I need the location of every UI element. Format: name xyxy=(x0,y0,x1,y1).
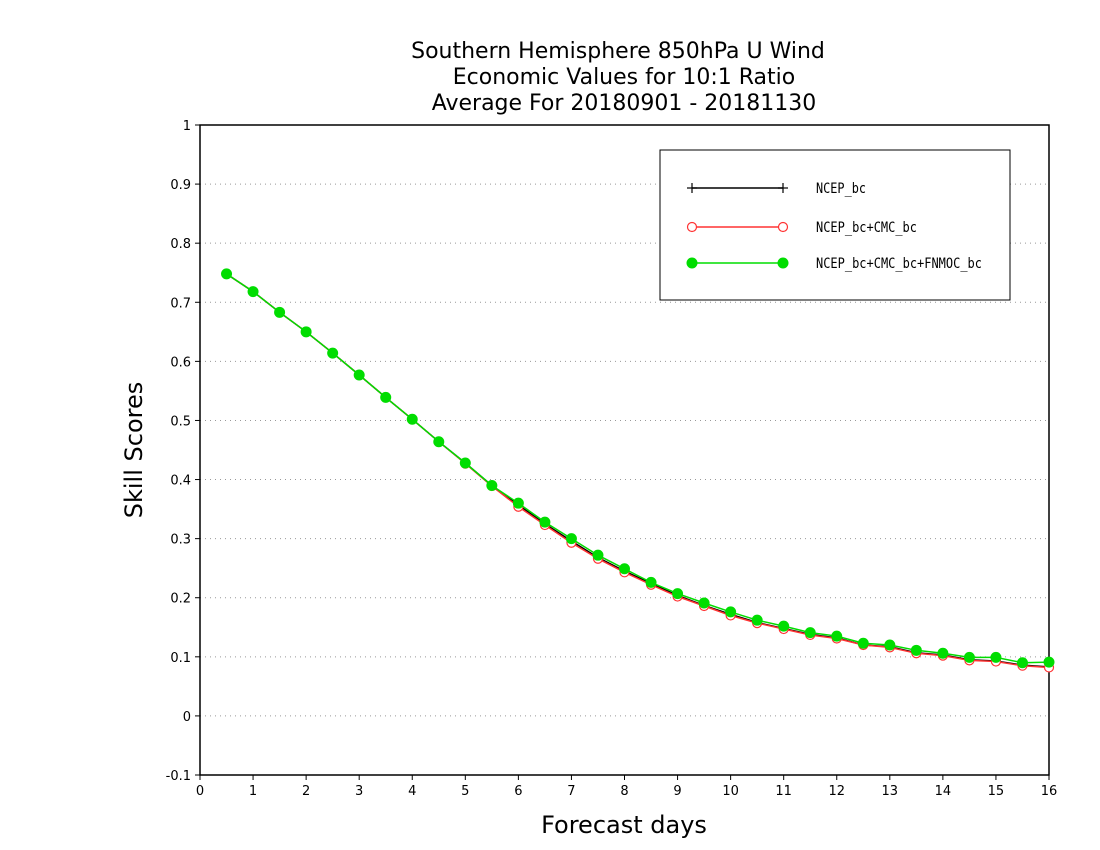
data-point xyxy=(937,647,949,659)
data-point xyxy=(512,497,524,509)
legend-entry-3: NCEP_bc+CMC_bc+FNMOC_bc xyxy=(686,256,982,272)
data-point xyxy=(857,637,869,649)
title-line-3: Average For 20180901 - 20181130 xyxy=(432,91,817,116)
y-tick-label: 0.7 xyxy=(170,296,191,311)
y-tick-label: 0.3 xyxy=(170,533,191,548)
data-point xyxy=(380,391,392,403)
title-line-1: Southern Hemisphere 850hPa U Wind xyxy=(411,39,825,64)
series-1 xyxy=(221,268,1054,672)
y-tick-label: 0.5 xyxy=(170,414,191,429)
y-tick-label: 1 xyxy=(183,119,191,134)
x-tick-label: 16 xyxy=(1041,784,1058,799)
data-point xyxy=(1016,657,1028,669)
legend-box xyxy=(659,149,1011,301)
data-point xyxy=(353,369,365,381)
y-axis-title: Skill Scores xyxy=(120,382,148,519)
data-point xyxy=(963,651,975,663)
y-tick-label: 0.9 xyxy=(170,178,191,193)
legend-marker xyxy=(686,257,698,269)
x-tick-label: 9 xyxy=(673,784,681,799)
series-line xyxy=(226,273,1050,668)
x-tick-label: 4 xyxy=(408,784,416,799)
x-tick-label: 2 xyxy=(302,784,310,799)
x-tick-label: 13 xyxy=(882,784,899,799)
chart-title: Southern Hemisphere 850hPa U Wind Econom… xyxy=(411,39,825,116)
data-point xyxy=(486,479,498,491)
x-tick-label: 6 xyxy=(514,784,522,799)
y-tick-label: 0.8 xyxy=(170,237,191,252)
data-point xyxy=(619,563,630,575)
x-tick-label: 0 xyxy=(196,784,204,799)
legend-marker xyxy=(777,257,789,269)
data-point xyxy=(459,457,471,469)
y-tick-label: 0.2 xyxy=(170,592,191,607)
x-tick-label: 12 xyxy=(828,784,845,799)
y-tick-label: 0.6 xyxy=(170,355,191,370)
data-point xyxy=(565,533,577,545)
legend-entry-1: NCEP_bc xyxy=(687,181,866,197)
data-point xyxy=(247,286,259,298)
data-point xyxy=(539,516,551,528)
data-point xyxy=(698,597,710,609)
y-tick-label: -0.1 xyxy=(166,769,191,784)
data-point xyxy=(725,606,737,618)
data-point xyxy=(831,630,843,642)
data-point xyxy=(327,347,339,359)
series-line xyxy=(226,273,1050,664)
x-tick-label: 3 xyxy=(355,784,363,799)
data-point xyxy=(672,588,684,600)
legend: NCEP_bc NCEP_bc+CMC_bc NCEP_bc+CMC_bc+FNMO… xyxy=(659,149,1011,301)
data-point xyxy=(592,549,604,561)
x-tick-label: 1 xyxy=(249,784,257,799)
data-point xyxy=(433,436,445,448)
series-2 xyxy=(221,268,1055,673)
series-line xyxy=(226,273,1050,669)
legend-label: NCEP_bc xyxy=(816,181,866,197)
legend-marker xyxy=(686,221,698,233)
title-line-2: Economic Values for 10:1 Ratio xyxy=(453,65,795,90)
data-point xyxy=(751,614,763,626)
x-tick-label: 14 xyxy=(935,784,952,799)
data-point xyxy=(910,644,922,656)
axes xyxy=(195,124,1050,780)
data-point xyxy=(778,620,790,632)
legend-label: NCEP_bc+CMC_bc+FNMOC_bc xyxy=(816,256,982,272)
data-point xyxy=(274,306,286,318)
legend-label: NCEP_bc+CMC_bc xyxy=(816,220,917,236)
legend-marker xyxy=(777,221,789,233)
y-tick-label: 0.4 xyxy=(170,474,191,489)
data-point xyxy=(1043,656,1055,668)
data-point xyxy=(300,326,312,338)
data-point xyxy=(221,268,233,280)
legend-marker xyxy=(687,183,697,193)
legend-marker xyxy=(778,183,788,193)
series-3 xyxy=(221,268,1055,669)
data-point xyxy=(406,413,418,425)
x-tick-label: 10 xyxy=(722,784,739,799)
x-tick-label: 5 xyxy=(461,784,469,799)
series-layer xyxy=(221,268,1055,673)
y-tick-label: 0 xyxy=(183,710,191,725)
data-point xyxy=(884,639,896,651)
tick-labels: -0.100.10.20.30.40.50.60.70.80.910 1 2 3 4 5 6… xyxy=(166,119,1058,799)
x-tick-label: 8 xyxy=(620,784,628,799)
x-tick-label: 15 xyxy=(988,784,1005,799)
data-point xyxy=(645,576,657,588)
y-tick-label: 0.1 xyxy=(170,651,191,666)
x-axis-title: Forecast days xyxy=(541,811,707,839)
x-tick-label: 7 xyxy=(567,784,575,799)
data-point xyxy=(804,627,816,639)
x-tick-label: 11 xyxy=(775,784,792,799)
data-point xyxy=(990,651,1002,663)
legend-entry-2: NCEP_bc+CMC_bc xyxy=(686,220,917,236)
